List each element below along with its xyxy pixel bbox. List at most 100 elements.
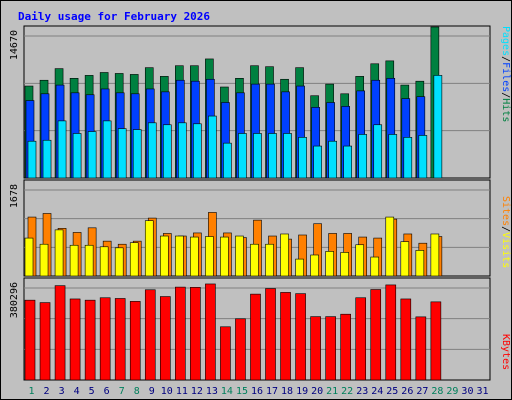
x-tick-day-28: 28 bbox=[431, 386, 443, 397]
chart-panels: 14670 1678 380296 bbox=[9, 25, 491, 381]
x-tick-day-29: 29 bbox=[446, 386, 458, 397]
x-tick-day-3: 3 bbox=[59, 386, 65, 397]
bar-kbytes-day-19 bbox=[295, 293, 306, 381]
right-label-part: Sites bbox=[500, 196, 511, 226]
bar-visits-day-13 bbox=[205, 236, 214, 277]
bar-visits-day-5 bbox=[84, 244, 94, 277]
x-tick-day-8: 8 bbox=[134, 386, 140, 397]
bar-visits-day-24 bbox=[370, 256, 380, 277]
right-label-part: / bbox=[500, 92, 511, 98]
x-tick-day-19: 19 bbox=[296, 386, 308, 397]
bar-visits-day-16 bbox=[250, 243, 259, 277]
right-label-part: / bbox=[500, 226, 511, 232]
x-tick-day-22: 22 bbox=[341, 386, 353, 397]
right-label-part: Visits bbox=[500, 232, 511, 268]
chart-title: Daily usage for February 2026 bbox=[18, 10, 210, 23]
bar-visits-day-27 bbox=[415, 250, 425, 277]
x-tick-day-15: 15 bbox=[236, 386, 248, 397]
bar-kbytes-day-11 bbox=[175, 286, 186, 381]
bar-kbytes-day-28 bbox=[430, 301, 442, 381]
x-tick-day-24: 24 bbox=[371, 386, 383, 397]
bar-pages-day-5 bbox=[87, 131, 97, 179]
bar-pages-day-28 bbox=[433, 75, 443, 179]
bar-kbytes-day-10 bbox=[159, 296, 171, 381]
bar-kbytes-day-16 bbox=[250, 293, 261, 381]
x-tick-day-18: 18 bbox=[281, 386, 293, 397]
bar-kbytes-day-13 bbox=[205, 283, 216, 381]
bar-kbytes-day-24 bbox=[370, 289, 382, 381]
bar-visits-day-7 bbox=[114, 247, 124, 277]
bar-visits-day-2 bbox=[39, 243, 49, 277]
bar-kbytes-day-3 bbox=[54, 285, 66, 381]
bar-visits-day-21 bbox=[325, 251, 334, 277]
bar-pages-day-3 bbox=[57, 120, 67, 179]
bar-pages-day-6 bbox=[102, 120, 112, 179]
bar-visits-day-23 bbox=[355, 244, 365, 277]
bar-kbytes-day-2 bbox=[39, 302, 51, 381]
bar-pages-day-9 bbox=[147, 122, 157, 179]
bar-pages-day-24 bbox=[373, 124, 383, 179]
x-tick-day-27: 27 bbox=[416, 386, 428, 397]
bar-pages-day-13 bbox=[208, 115, 217, 179]
right-label-bot: KBytes bbox=[500, 334, 511, 370]
x-tick-day-1: 1 bbox=[29, 386, 35, 397]
x-tick-day-14: 14 bbox=[221, 386, 233, 397]
bar-visits-day-19 bbox=[295, 258, 304, 277]
bar-kbytes-day-26 bbox=[400, 298, 412, 381]
x-tick-day-6: 6 bbox=[104, 386, 110, 397]
x-tick-day-23: 23 bbox=[356, 386, 368, 397]
bar-pages-day-4 bbox=[72, 133, 82, 179]
bar-visits-day-12 bbox=[190, 236, 199, 277]
x-axis-day-labels: 1 2 3 4 5 6 7 8 9 10 11 12 13 14 15 16 17 18 19 20 21 22 23 24 2… bbox=[29, 386, 489, 397]
bar-pages-day-17 bbox=[268, 133, 277, 179]
bar-kbytes-day-7 bbox=[114, 298, 126, 381]
x-tick-day-30: 30 bbox=[461, 386, 473, 397]
bar-pages-day-26 bbox=[403, 137, 413, 179]
bar-visits-day-28 bbox=[430, 233, 440, 277]
x-tick-day-31: 31 bbox=[476, 386, 488, 397]
right-label-part: KBytes bbox=[500, 334, 511, 370]
bar-visits-day-10 bbox=[159, 235, 169, 277]
bar-kbytes-day-22 bbox=[340, 313, 351, 381]
bar-pages-day-25 bbox=[388, 134, 398, 179]
x-tick-day-13: 13 bbox=[206, 386, 218, 397]
bar-visits-day-6 bbox=[99, 246, 109, 277]
bar-kbytes-day-18 bbox=[280, 292, 291, 381]
bar-kbytes-day-21 bbox=[325, 316, 336, 381]
bar-pages-day-20 bbox=[313, 145, 322, 179]
y-max-label: 14670 bbox=[9, 30, 20, 60]
x-tick-day-26: 26 bbox=[401, 386, 413, 397]
bar-kbytes-day-23 bbox=[355, 297, 367, 381]
bar-kbytes-day-17 bbox=[265, 288, 276, 381]
x-tick-day-10: 10 bbox=[161, 386, 173, 397]
x-tick-day-5: 5 bbox=[89, 386, 95, 397]
panel-mid: 1678 bbox=[9, 179, 491, 277]
bar-pages-day-15 bbox=[238, 133, 247, 179]
bar-pages-day-8 bbox=[132, 129, 142, 179]
bar-visits-day-26 bbox=[400, 241, 410, 277]
bar-pages-day-1 bbox=[27, 140, 37, 179]
bar-pages-day-19 bbox=[298, 137, 307, 179]
y-max-label: 1678 bbox=[9, 184, 20, 208]
bar-visits-day-11 bbox=[175, 235, 184, 277]
x-tick-day-11: 11 bbox=[176, 386, 188, 397]
x-tick-day-20: 20 bbox=[311, 386, 323, 397]
bar-kbytes-day-6 bbox=[99, 297, 111, 381]
x-tick-day-12: 12 bbox=[191, 386, 203, 397]
bar-kbytes-day-4 bbox=[69, 298, 81, 381]
bar-visits-day-14 bbox=[220, 236, 229, 277]
x-tick-day-17: 17 bbox=[266, 386, 278, 397]
x-tick-day-7: 7 bbox=[119, 386, 125, 397]
bar-visits-day-4 bbox=[69, 244, 79, 277]
x-tick-day-25: 25 bbox=[386, 386, 398, 397]
x-tick-day-21: 21 bbox=[326, 386, 338, 397]
bar-visits-day-22 bbox=[340, 252, 349, 277]
bar-pages-day-7 bbox=[117, 128, 127, 179]
bar-pages-day-14 bbox=[223, 142, 232, 179]
x-tick-day-9: 9 bbox=[149, 386, 155, 397]
bar-kbytes-day-9 bbox=[144, 289, 156, 381]
bar-kbytes-day-15 bbox=[235, 318, 246, 381]
bar-kbytes-day-1 bbox=[24, 299, 36, 381]
